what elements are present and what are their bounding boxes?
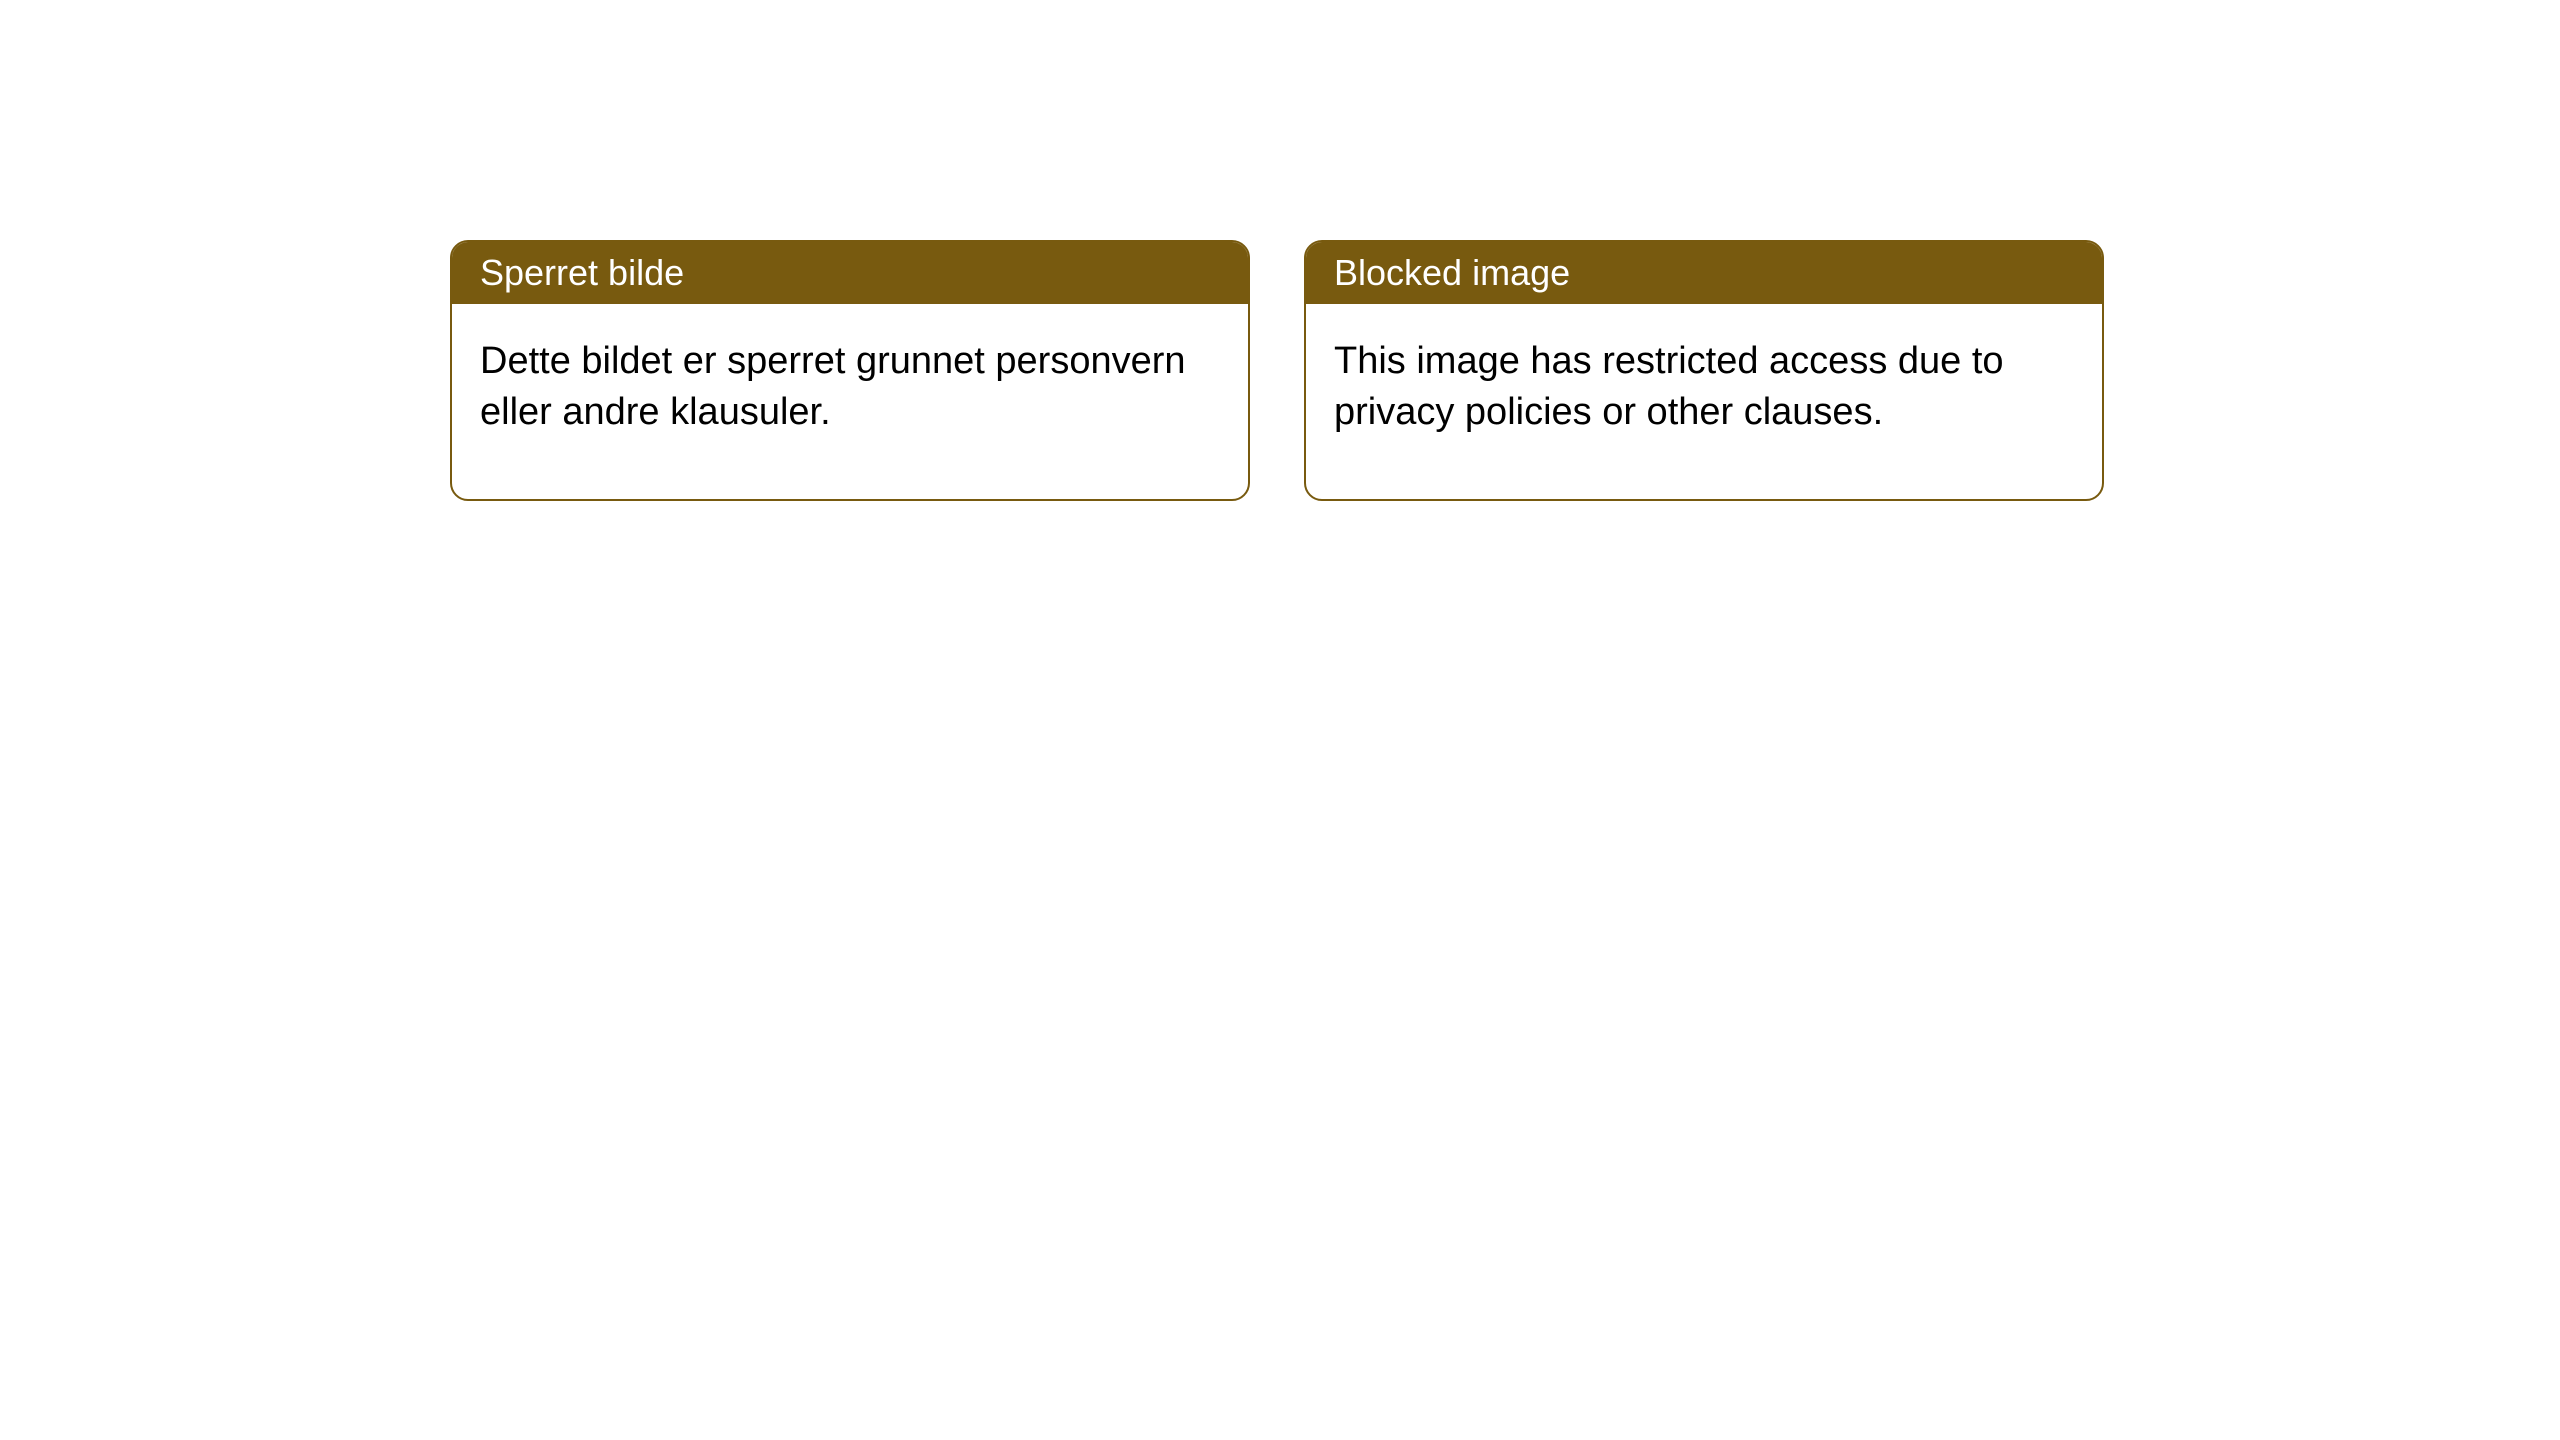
notice-body-text: This image has restricted access due to …: [1334, 340, 2004, 433]
notice-body: This image has restricted access due to …: [1306, 304, 2102, 499]
notice-header: Blocked image: [1306, 242, 2102, 304]
notices-container: Sperret bilde Dette bildet er sperret gr…: [450, 240, 2104, 501]
notice-title: Sperret bilde: [480, 252, 684, 293]
notice-body-text: Dette bildet er sperret grunnet personve…: [480, 340, 1186, 433]
notice-body: Dette bildet er sperret grunnet personve…: [452, 304, 1248, 499]
notice-box-norwegian: Sperret bilde Dette bildet er sperret gr…: [450, 240, 1250, 501]
notice-header: Sperret bilde: [452, 242, 1248, 304]
notice-box-english: Blocked image This image has restricted …: [1304, 240, 2104, 501]
notice-title: Blocked image: [1334, 252, 1570, 293]
